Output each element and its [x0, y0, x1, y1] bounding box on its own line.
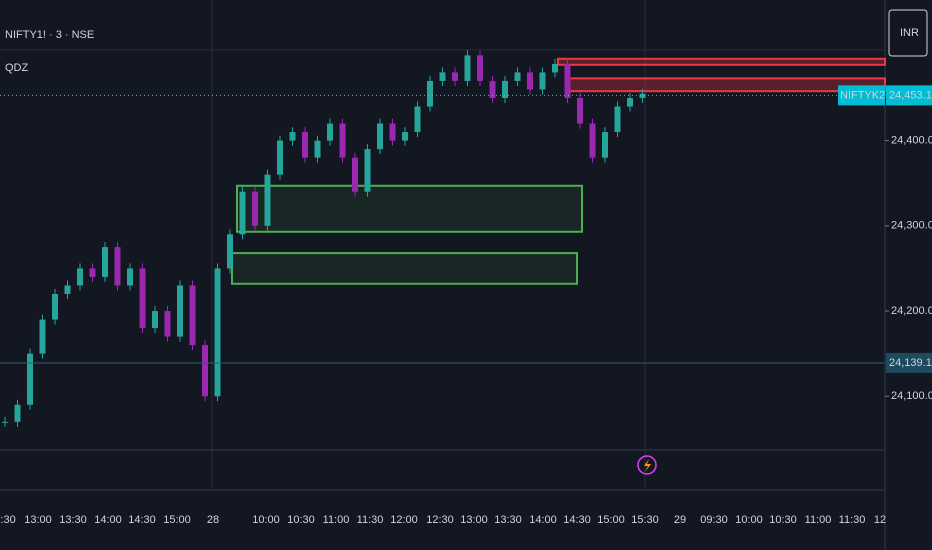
candle	[627, 98, 633, 107]
candle	[264, 174, 271, 226]
candle	[302, 132, 308, 158]
candle	[514, 72, 521, 81]
indicator[interactable]: QDZ	[5, 62, 29, 74]
candle	[377, 123, 383, 150]
candle	[227, 234, 233, 269]
candle	[402, 132, 408, 141]
x-tick-label: 11:30	[357, 514, 384, 526]
price-label-bg	[886, 85, 932, 106]
x-tick-label: 28	[207, 514, 219, 526]
candle	[277, 140, 283, 175]
candle	[89, 268, 96, 277]
x-tick-label: 10:00	[252, 514, 280, 526]
x-tick-label: 11:00	[805, 514, 832, 526]
candle	[589, 123, 596, 158]
candle	[27, 353, 33, 405]
x-tick-label: 14:30	[128, 514, 156, 526]
candle	[639, 93, 646, 98]
candle	[339, 123, 346, 158]
x-tick-label: 2:30	[0, 514, 16, 526]
zone	[557, 57, 886, 66]
y-tick-label: 24,100.00	[891, 390, 932, 402]
x-tick-label: 12:00	[390, 514, 418, 526]
candle	[202, 345, 208, 397]
candle	[64, 285, 71, 294]
x-tick-label: 13:00	[460, 514, 488, 526]
y-tick-label: 24,400.00	[891, 135, 932, 147]
zone	[565, 77, 886, 93]
candle	[539, 72, 546, 90]
candle	[352, 157, 358, 192]
x-tick-label: 12	[874, 514, 886, 526]
x-tick-label: 11:30	[839, 514, 866, 526]
candle	[364, 149, 371, 192]
candle	[439, 72, 446, 81]
candle	[502, 80, 508, 98]
candle	[164, 311, 171, 337]
candle	[552, 63, 558, 73]
candle	[139, 268, 146, 329]
candle	[477, 55, 483, 81]
candle	[252, 191, 258, 226]
x-tick-label: 09:30	[700, 514, 728, 526]
candle	[414, 106, 421, 133]
y-tick-label: 24,200.00	[891, 305, 932, 317]
candle	[614, 106, 621, 133]
x-tick-label: 13:30	[494, 514, 522, 526]
candle	[327, 123, 333, 141]
x-tick-label: 10:00	[735, 514, 763, 526]
currency-button[interactable]	[888, 9, 928, 57]
candle	[239, 191, 246, 235]
x-tick-label: 15:00	[597, 514, 625, 526]
x-tick-label: 11:00	[323, 514, 350, 526]
candle	[464, 55, 471, 81]
candle	[452, 72, 458, 81]
x-tick-label: 12:30	[426, 514, 454, 526]
y-tick-label: 24,300.00	[891, 220, 932, 232]
event-icon[interactable]	[637, 455, 657, 475]
symbol[interactable]: NIFTY1! · 3 · NSE	[5, 29, 94, 41]
candle	[489, 80, 496, 98]
marked-label-bg	[886, 352, 932, 373]
x-tick-label: 15:00	[163, 514, 191, 526]
candle	[527, 72, 533, 90]
candle	[602, 132, 608, 158]
event-bolt	[644, 459, 651, 472]
candle	[2, 421, 8, 423]
x-tick-label: 13:00	[24, 514, 52, 526]
candle	[127, 268, 133, 286]
candle	[152, 311, 158, 329]
x-tick-label: 14:30	[563, 514, 591, 526]
x-tick-label: 14:00	[94, 514, 122, 526]
price-label: 24,453.10	[889, 89, 932, 101]
price-tag	[838, 85, 885, 106]
candle	[189, 285, 196, 346]
candle	[389, 123, 396, 141]
x-tick-label: 13:30	[59, 514, 87, 526]
candle	[577, 98, 583, 124]
zone	[231, 252, 578, 285]
zone	[236, 184, 583, 233]
candle	[214, 268, 221, 397]
candle	[564, 63, 571, 98]
currency[interactable]: INR	[900, 27, 919, 39]
marked-label: 24,139.10	[889, 357, 932, 369]
candle	[427, 80, 433, 107]
x-tick-label: 10:30	[287, 514, 315, 526]
candle	[314, 140, 321, 158]
candle	[114, 247, 121, 286]
x-tick-label: 15:30	[631, 514, 659, 526]
x-tick-label: 29	[674, 514, 686, 526]
candle	[39, 319, 46, 354]
candle	[289, 132, 296, 141]
candle	[52, 294, 58, 320]
x-tick-label: 10:30	[769, 514, 797, 526]
candle	[102, 247, 108, 277]
candle	[77, 268, 83, 286]
candle	[177, 285, 183, 337]
candle	[14, 404, 21, 422]
x-tick-label: 14:00	[529, 514, 557, 526]
